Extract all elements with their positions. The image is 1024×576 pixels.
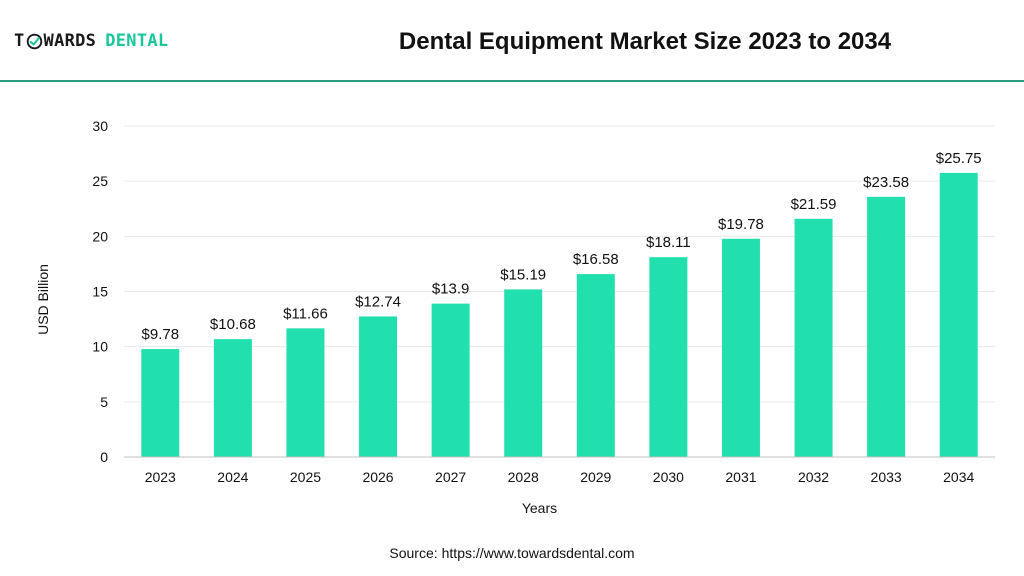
data-label: $15.19 — [500, 266, 546, 283]
data-label: $9.78 — [142, 326, 180, 343]
bar — [721, 238, 760, 457]
bar — [504, 289, 543, 457]
bar — [213, 339, 252, 457]
x-tick-label: 2031 — [725, 469, 756, 485]
page-title: Dental Equipment Market Size 2023 to 203… — [398, 28, 892, 55]
data-label: $13.9 — [432, 281, 470, 298]
bar — [649, 257, 688, 457]
x-tick-label: 2026 — [362, 469, 393, 485]
bar — [794, 218, 833, 457]
data-label: $21.59 — [791, 196, 837, 213]
y-axis-title: USD Billion — [35, 264, 51, 335]
header: T WARDS DENTAL Dental Equipment Market S… — [0, 0, 1024, 82]
x-tick-label: 2034 — [943, 469, 974, 485]
bar — [867, 196, 906, 458]
y-tick-label: 25 — [92, 173, 108, 189]
source-link[interactable]: https://www.towardsdental.com — [441, 545, 635, 561]
x-axis-title: Years — [522, 500, 557, 516]
data-label: $25.75 — [936, 150, 982, 167]
y-tick-label: 0 — [100, 449, 108, 465]
data-label: $12.74 — [355, 293, 401, 310]
tooth-check-icon — [26, 33, 42, 49]
x-tick-label: 2029 — [580, 469, 611, 485]
header-divider — [0, 80, 1024, 82]
y-tick-label: 20 — [92, 228, 108, 244]
x-tick-label: 2032 — [798, 469, 829, 485]
y-tick-label: 10 — [92, 339, 108, 355]
data-label: $10.68 — [210, 316, 256, 333]
x-tick-label: 2033 — [871, 469, 902, 485]
bar — [141, 349, 180, 457]
logo-text-wards: WARDS — [43, 31, 97, 51]
x-tick-label: 2024 — [217, 469, 248, 485]
y-tick-label: 15 — [92, 284, 108, 300]
x-tick-label: 2027 — [435, 469, 466, 485]
data-label: $23.58 — [863, 174, 909, 191]
bar — [286, 328, 325, 457]
x-tick-label: 2025 — [290, 469, 321, 485]
x-tick-label: 2028 — [508, 469, 539, 485]
data-label: $16.58 — [573, 251, 619, 268]
logo-text-t: T — [14, 31, 25, 51]
bar — [359, 316, 398, 457]
x-tick-label: 2023 — [145, 469, 176, 485]
y-tick-label: 30 — [92, 118, 108, 134]
x-tick-label: 2030 — [653, 469, 684, 485]
source-label: Source: — [389, 545, 438, 561]
brand-logo[interactable]: T WARDS DENTAL — [14, 27, 168, 55]
source-note: Source: https://www.towardsdental.com — [0, 545, 1024, 561]
data-label: $19.78 — [718, 216, 764, 233]
bar-chart: 051015202530$9.782023$10.682024$11.66202… — [35, 118, 995, 516]
bar — [939, 172, 978, 457]
bar — [431, 303, 470, 457]
data-label: $11.66 — [283, 305, 328, 322]
y-tick-label: 5 — [100, 394, 108, 410]
bar — [576, 274, 615, 457]
logo-text-dental: DENTAL — [105, 31, 169, 51]
data-label: $18.11 — [646, 234, 691, 251]
